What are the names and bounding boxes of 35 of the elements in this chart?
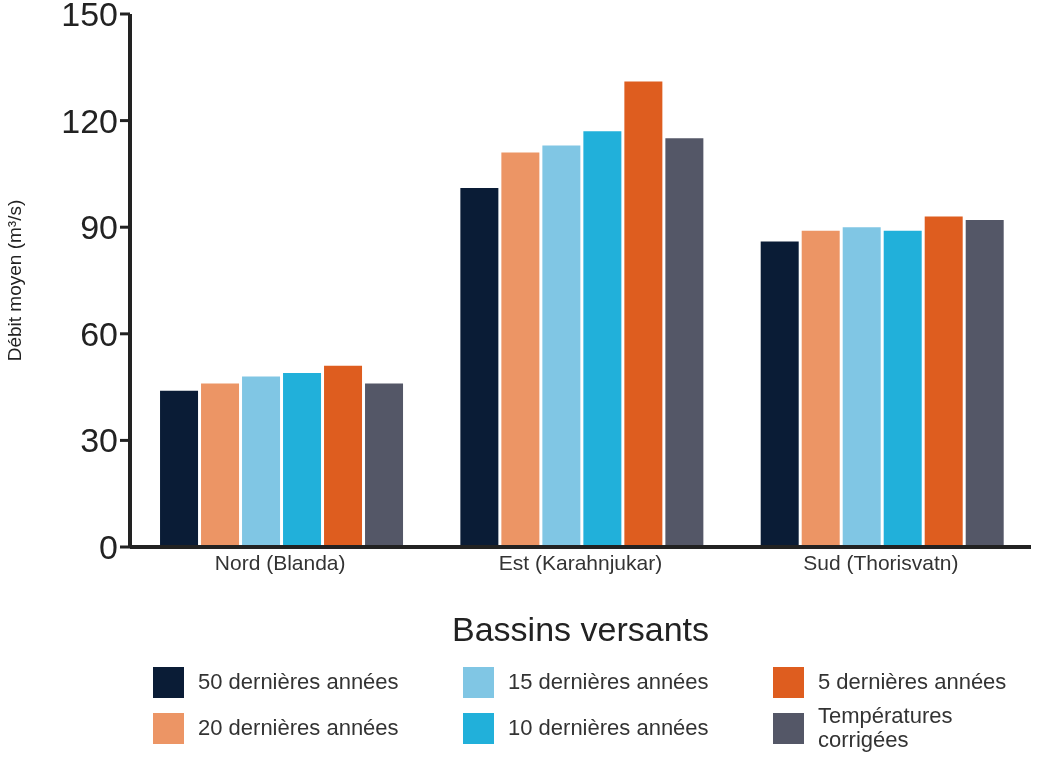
legend-label: 15 dernières années (508, 669, 710, 694)
bar (283, 372, 322, 547)
x-tick-label: Nord (Blanda) (214, 550, 346, 574)
bar (883, 230, 922, 547)
bar (201, 383, 240, 547)
bar (924, 216, 963, 547)
y-tick-label: 90 (80, 208, 118, 247)
bar (760, 241, 799, 547)
legend-label: Températures corrigées (818, 703, 954, 752)
y-axis-title: Débit moyen (m³/s) (3, 199, 25, 362)
y-tick-label: 0 (99, 528, 118, 567)
bar (965, 220, 1004, 547)
y-tick-label: 60 (80, 314, 118, 353)
bar (842, 227, 881, 547)
y-tick-label: 150 (61, 0, 118, 34)
legend-label: 50 dernières années (198, 669, 400, 694)
y-tick-label: 120 (61, 101, 118, 140)
legend-label: 5 dernières années (818, 669, 1008, 694)
bar (501, 152, 540, 547)
x-tick-label: Sud (Thorisvatn) (803, 550, 959, 574)
legend-label: 20 dernières années (198, 715, 400, 740)
bar (542, 145, 581, 547)
bar (324, 365, 363, 547)
bar (801, 230, 840, 547)
bar (365, 383, 404, 547)
bar (460, 188, 499, 547)
y-tick-label: 30 (80, 421, 118, 460)
legend-label: 10 dernières années (508, 715, 710, 740)
bar (583, 131, 622, 547)
bar (665, 138, 704, 547)
x-tick-label: Est (Karahnjukar) (498, 550, 663, 574)
bar (242, 376, 281, 547)
bar (160, 390, 199, 547)
x-axis-title: Bassins versants (452, 610, 709, 648)
bar (624, 81, 663, 547)
